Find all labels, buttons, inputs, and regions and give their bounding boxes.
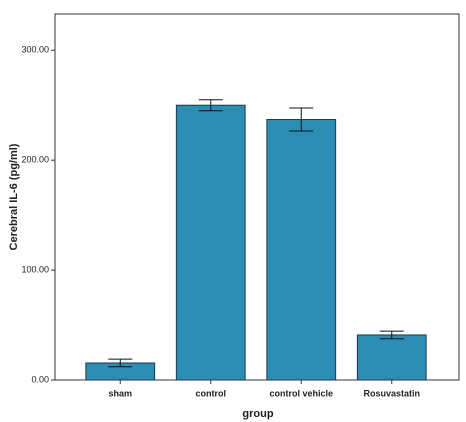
y-axis-label: Cerebral IL-6 (pg/ml) — [8, 143, 20, 250]
bar — [266, 119, 337, 381]
x-tick-label: control — [196, 388, 227, 398]
y-tick-label: 100.00 — [21, 264, 49, 274]
x-tick-label: control vehicle — [269, 388, 333, 398]
bar — [356, 334, 427, 381]
plot-area — [54, 13, 460, 381]
bar — [175, 104, 246, 381]
x-tick-label: Rosuvastatin — [363, 388, 420, 398]
x-tick-label: sham — [108, 388, 132, 398]
y-tick-label: 200.00 — [21, 155, 49, 165]
y-tick-label: 0.00 — [31, 374, 49, 384]
y-tick-label: 300.00 — [21, 45, 49, 55]
x-axis-label: group — [242, 408, 273, 420]
